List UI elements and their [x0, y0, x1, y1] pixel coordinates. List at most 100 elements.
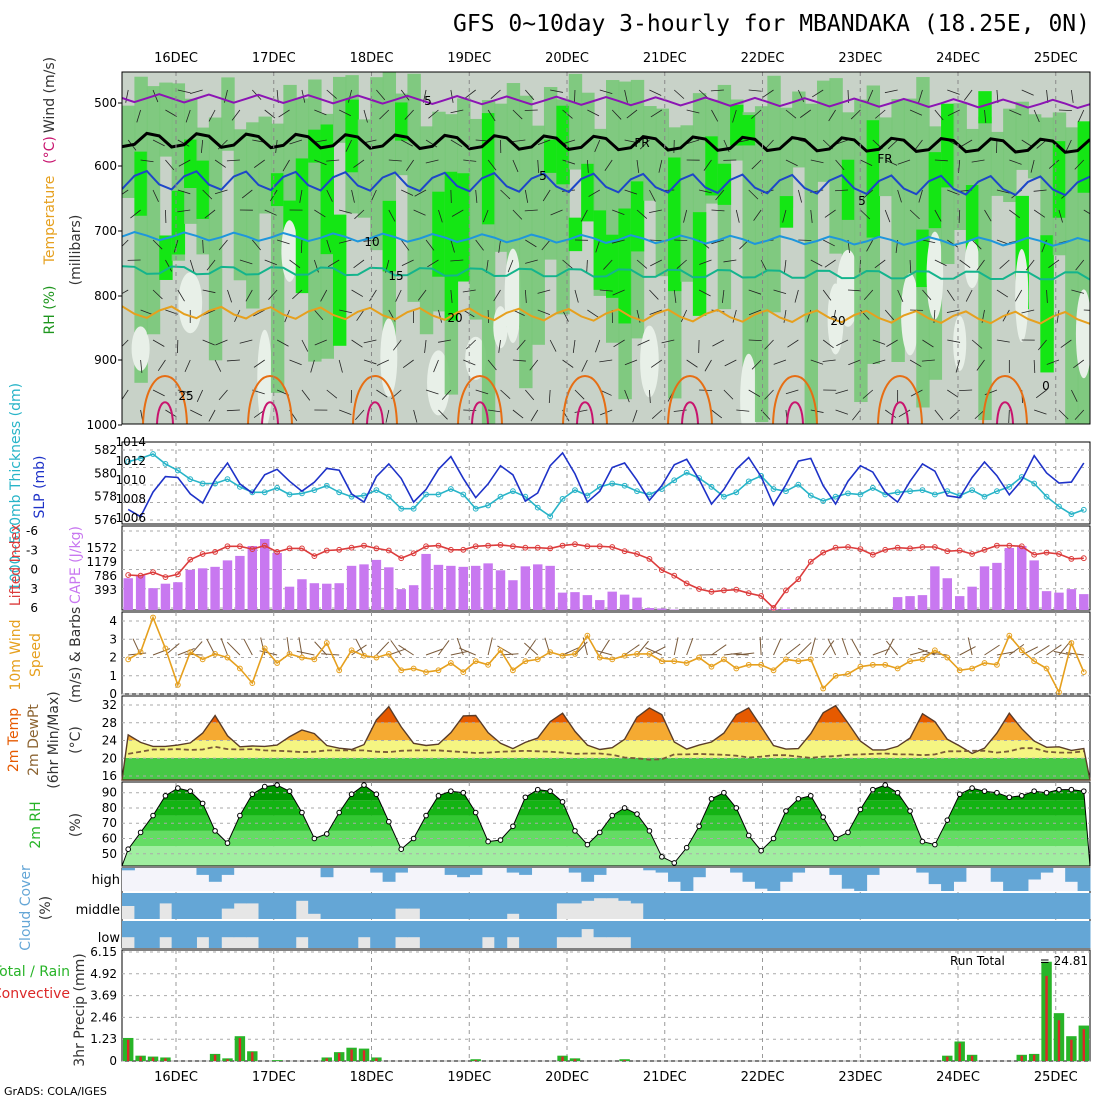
bottom-day-label: 24DEC [936, 1070, 980, 1085]
precip-convective-bar [164, 1058, 167, 1061]
wind-barb [524, 209, 538, 212]
wind-barb-10m [524, 642, 539, 656]
cloud-bar-low [978, 921, 992, 948]
wind-barb [784, 259, 787, 273]
rh-dry-pocket [504, 248, 522, 344]
wind-barb [507, 259, 514, 273]
rh-point [237, 812, 243, 819]
lifted-index-point [658, 567, 665, 573]
lifted-index-point [510, 543, 516, 550]
wind-barb [122, 289, 129, 294]
cloud-bar-middle [568, 893, 582, 904]
lifted-index-point [696, 586, 702, 592]
wind-barb [529, 359, 539, 371]
wind-barb [326, 239, 332, 253]
wind-barb [649, 89, 662, 96]
rh-point [423, 812, 429, 819]
wind-barb [836, 339, 849, 347]
wind-barb [441, 389, 452, 400]
rh-point [410, 835, 417, 842]
wind-speed-point [646, 651, 653, 657]
wind-barb [392, 339, 402, 351]
wind-barb [810, 209, 813, 223]
rh-high-band [332, 214, 347, 346]
rh-point [212, 828, 218, 834]
cloud-bar-high [953, 868, 967, 882]
wind-barb [512, 409, 524, 419]
wind-speed-point [311, 656, 318, 663]
cloud-bar-low [1077, 921, 1091, 948]
wind-barb-10m [1033, 645, 1050, 656]
lifted-index-point [547, 545, 554, 552]
rh-mid-band [692, 93, 707, 251]
wind-speed-point [212, 651, 218, 657]
wind-barb-10m [456, 637, 464, 656]
rh-point [249, 791, 256, 798]
rh-dry-pocket [901, 273, 920, 356]
wind-barb [241, 189, 253, 199]
rh-mid-band [568, 73, 583, 170]
wind-barb [1065, 139, 1072, 152]
temp-fill-band [122, 757, 1090, 780]
wind-barb [958, 159, 961, 173]
cloud-bar-middle [1040, 893, 1054, 919]
wind-barb [326, 189, 333, 202]
rh-mid-band [146, 86, 161, 335]
cape-bar [173, 582, 183, 610]
rh-fill-band [122, 846, 1090, 866]
cloud-bar-low [432, 921, 446, 948]
wind-barb [1060, 339, 1072, 348]
cape-bar [644, 608, 655, 610]
wind-barb [214, 359, 222, 372]
wind-barb [214, 189, 228, 195]
rh-point [870, 786, 876, 793]
cloud-bar-high [519, 868, 533, 875]
rh-point [894, 789, 901, 796]
wind-barb [253, 159, 265, 168]
thickness-point [745, 478, 752, 485]
wind-barb [649, 289, 659, 300]
thickness-point [733, 489, 740, 496]
wind-barb [683, 209, 688, 223]
rh-point [1031, 788, 1037, 794]
wind-speed-point [485, 661, 492, 668]
thickness-point [621, 482, 628, 489]
wind-barb [289, 259, 301, 269]
wind-speed-point [609, 656, 616, 663]
wind-barb [401, 139, 413, 147]
rh-point [832, 835, 839, 842]
wind-barb [922, 239, 936, 244]
wind-barb [885, 159, 898, 166]
wind-barb [835, 389, 849, 395]
rh-high-band [134, 151, 148, 216]
rh-point [770, 835, 777, 842]
cloud-bar-high [916, 868, 930, 873]
wind-speed-point [795, 658, 802, 665]
wind-barb [650, 109, 663, 118]
wind-barb [959, 389, 973, 392]
cloud-bar-middle [941, 893, 954, 919]
rh-mid-band [767, 75, 781, 313]
wind-barb [787, 339, 799, 348]
rh-mid-band [742, 112, 756, 424]
precip-tick: 4.92 [90, 967, 117, 981]
lifted-index-point [323, 547, 330, 554]
cloud-bar-middle [618, 893, 632, 901]
wind-barb [424, 339, 427, 353]
cloud-bar-low [357, 921, 371, 938]
wind-barb-10m [562, 647, 580, 656]
cloud-bar-low [941, 921, 954, 948]
wind-speed-point [547, 649, 554, 655]
precip-convective-bar [1057, 1020, 1061, 1061]
wind-barb [810, 359, 824, 365]
cape-bar [1041, 591, 1052, 610]
cloud-bar-low [643, 921, 657, 948]
wind-barb [313, 259, 319, 273]
cloud-bar-middle [1027, 893, 1041, 919]
cloud-bar-middle [742, 893, 756, 919]
cloud-bar-low [519, 921, 533, 948]
wind-barb [355, 409, 365, 420]
cape-bar [595, 600, 605, 610]
wind-speed-point [944, 654, 951, 661]
cloud-bar-high [1040, 868, 1054, 873]
